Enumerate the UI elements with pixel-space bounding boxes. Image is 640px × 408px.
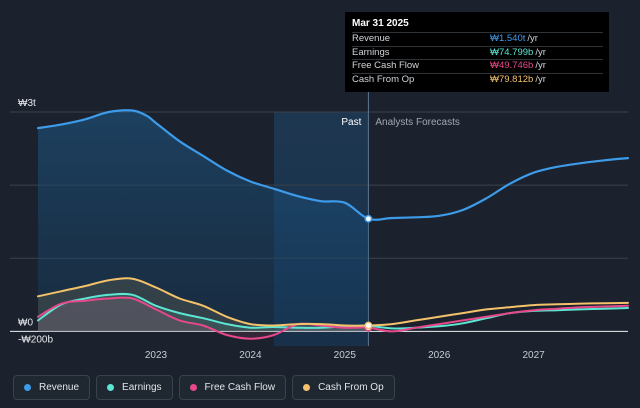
tooltip: Mar 31 2025 Revenue ₩1.540t/yr Earnings ₩74… [345, 12, 609, 92]
revenue-marker [364, 214, 373, 223]
tooltip-row-earnings: Earnings ₩74.799b/yr [352, 45, 603, 60]
cash-from-op-marker [364, 321, 373, 330]
free-cash-flow-line [37, 296, 629, 340]
tooltip-row-revenue: Revenue ₩1.540t/yr [352, 32, 603, 46]
revenue-area [38, 110, 369, 332]
tooltip-row-label: Revenue [352, 33, 391, 44]
legend-dot-icon [303, 384, 311, 391]
region-label-forecast: Analysts Forecasts [375, 117, 459, 128]
cash-from-op-line [37, 277, 629, 327]
revenue-line [36, 109, 630, 221]
tooltip-row-free-cash-flow: Free Cash Flow ₩49.746b/yr [352, 59, 603, 73]
tooltip-date: Mar 31 2025 [352, 18, 409, 29]
tooltip-row-label: Earnings [352, 46, 390, 58]
legend-item-earnings[interactable]: Earnings [96, 375, 173, 400]
legend-item-label: Free Cash Flow [204, 382, 276, 393]
tooltip-row-label: Cash From Op [352, 73, 415, 85]
x-tick-label-2025: 2025 [334, 350, 357, 361]
tooltip-row-label: Free Cash Flow [352, 60, 420, 71]
cash-from-op-area [38, 278, 369, 332]
legend-item-label: Earnings [122, 382, 162, 393]
x-tick-label-2026: 2026 [428, 350, 451, 361]
legend-item-free-cash-flow[interactable]: Free Cash Flow [178, 375, 287, 400]
tooltip-row-value: ₩49.746b [490, 60, 534, 71]
legend-item-revenue[interactable]: Revenue [13, 375, 91, 400]
legend: Revenue Earnings Free Cash Flow Cash From O… [13, 375, 395, 400]
tooltip-row-value: ₩79.812b [490, 73, 534, 85]
y-tick-label-bottom: -₩200b [18, 334, 53, 345]
tooltip-row-value: ₩1.540t [490, 33, 526, 44]
legend-dot-icon [24, 384, 31, 391]
tooltip-row-value: ₩74.799b [490, 46, 534, 58]
x-tick-label-2024: 2024 [239, 350, 262, 361]
x-tick-label-2027: 2027 [522, 350, 545, 361]
tooltip-row-unit: /yr [535, 73, 546, 85]
tooltip-row-unit: /yr [535, 60, 546, 71]
legend-dot-icon [189, 384, 197, 391]
earnings-area [38, 293, 369, 332]
tooltip-row-cash-from-op: Cash From Op ₩79.812b/yr [352, 72, 603, 87]
y-tick-label-zero: ₩0 [18, 317, 33, 328]
tooltip-row-unit: /yr [535, 46, 546, 58]
region-label-past: Past [341, 117, 361, 128]
y-tick-label-top: ₩3t [18, 98, 36, 109]
tooltip-row-unit: /yr [527, 33, 538, 44]
legend-dot-icon [107, 384, 115, 391]
x-tick-label-2023: 2023 [145, 350, 168, 361]
legend-item-label: Revenue [39, 382, 80, 393]
legend-item-cash-from-op[interactable]: Cash From Op [292, 375, 395, 400]
legend-item-label: Cash From Op [318, 382, 384, 393]
free-cash-flow-area [38, 297, 369, 339]
